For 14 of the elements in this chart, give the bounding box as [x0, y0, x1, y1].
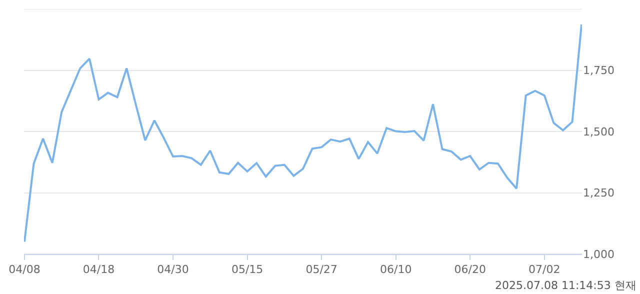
- text: 2025.07.08 11:14:53 현재: [495, 279, 636, 292]
- y-tick-label: 1,250: [583, 186, 614, 200]
- line-series: [24, 23, 582, 243]
- x-tick-label: 06/20: [454, 263, 486, 276]
- x-tick-label: 06/10: [380, 263, 412, 276]
- y-tick-label: 1,500: [583, 125, 614, 138]
- x-tick-label: 05/27: [306, 263, 338, 276]
- x-tick-label: 07/02: [528, 263, 560, 276]
- y-tick-label: 1,750: [583, 64, 614, 78]
- x-tick-label: 05/15: [231, 263, 264, 276]
- x-tick-label: 04/30: [157, 263, 189, 276]
- y-tick-label: 1,000: [583, 248, 614, 261]
- x-tick-label: 04/18: [82, 263, 115, 276]
- x-tick-label: 04/08: [8, 263, 40, 276]
